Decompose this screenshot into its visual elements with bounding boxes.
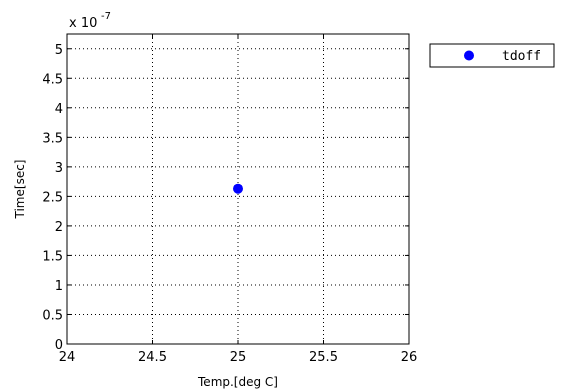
- x-tick-label: 25.5: [309, 350, 338, 365]
- y-tick-label: 1: [55, 279, 63, 294]
- y-exponent-base: x 10: [69, 16, 97, 31]
- legend-label: tdoff: [502, 49, 541, 64]
- y-tick-label: 2: [55, 220, 63, 235]
- y-tick-label: 1.5: [42, 249, 63, 264]
- y-tick-label: 0.5: [42, 308, 63, 323]
- legend: tdoff: [429, 43, 555, 68]
- y-tick-label: 4.5: [42, 72, 63, 87]
- y-tick-label: 3: [55, 161, 63, 176]
- y-tick-label: 5: [55, 43, 63, 58]
- x-axis-label: Temp.[deg C]: [197, 375, 278, 389]
- legend-marker: [464, 50, 474, 61]
- tick-marks: [66, 34, 410, 345]
- x-tick-label: 26: [401, 350, 418, 365]
- y-tick-label: 4: [55, 102, 63, 117]
- x-tick-labels: 24 24.5 25 25.5 26: [59, 350, 418, 365]
- data-point: [233, 183, 243, 194]
- y-tick-label: 0: [55, 338, 63, 353]
- y-tick-labels: 0 0.5 1 1.5 2 2.5 3 3.5 4 4.5 5: [42, 43, 63, 353]
- data-points: [233, 183, 243, 194]
- legend-box: [429, 43, 555, 68]
- y-exponent-power: -7: [101, 11, 111, 22]
- x-tick-label: 24: [59, 350, 76, 365]
- x-tick-label: 24.5: [138, 350, 167, 365]
- x-tick-label: 25: [230, 350, 247, 365]
- y-axis-label: Time[sec]: [13, 160, 27, 220]
- grid-lines: [66, 34, 410, 345]
- y-tick-label: 3.5: [42, 131, 63, 146]
- y-tick-label: 2.5: [42, 190, 63, 205]
